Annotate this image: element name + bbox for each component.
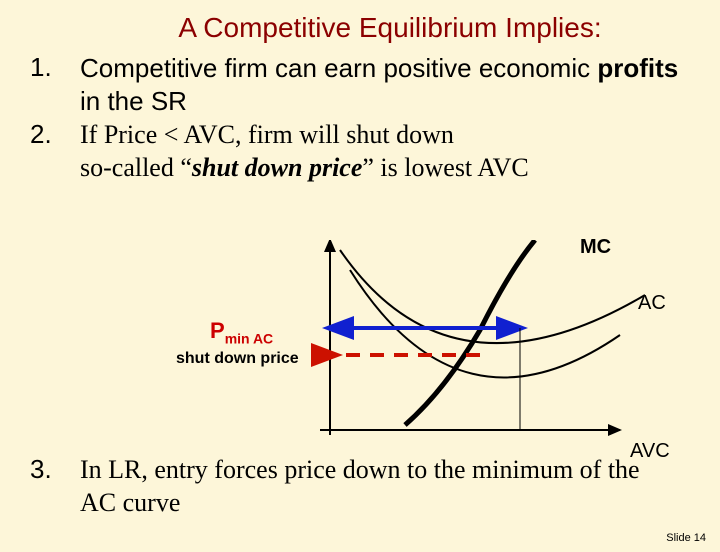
pmin-label: Pmin AC [210,318,273,346]
cost-curves-chart: Pmin AC shut down price MC AC AVC [150,240,690,450]
mc-label: MC [580,236,611,259]
slide-title: A Competitive Equilibrium Implies: [60,12,720,44]
item-text: If Price < AVC, firm will shut downso-ca… [80,119,700,184]
item-text: In LR, entry forces price down to the mi… [80,454,680,519]
item-number: 3. [30,454,80,519]
list-item-2: 2. If Price < AVC, firm will shut downso… [30,119,700,184]
item-text: Competitive firm can earn positive econo… [80,52,700,117]
list-item-3: 3. In LR, entry forces price down to the… [30,454,680,519]
bullet-list: 1. Competitive firm can earn positive ec… [30,52,700,184]
slide-number: Slide 14 [666,532,706,544]
list-item-1: 1. Competitive firm can earn positive ec… [30,52,700,117]
item-number: 2. [30,119,80,184]
item-number: 1. [30,52,80,117]
shutdown-price-label: shut down price [176,350,299,368]
ac-label: AC [638,292,666,315]
